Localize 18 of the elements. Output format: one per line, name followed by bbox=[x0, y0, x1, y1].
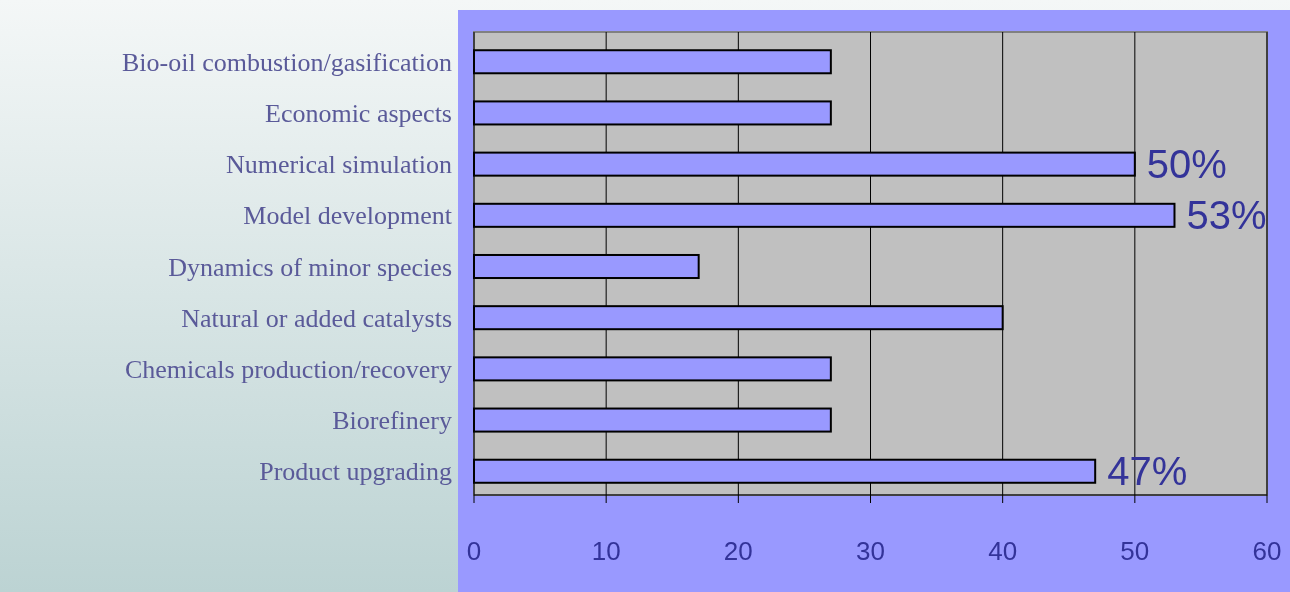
y-tick-label: Biorefinery bbox=[332, 406, 452, 436]
y-tick-label: Chemicals production/recovery bbox=[124, 354, 452, 384]
x-tick-label: 20 bbox=[723, 536, 753, 566]
x-tick-label: 40 bbox=[988, 536, 1018, 566]
y-tick-label: Dynamics of minor species bbox=[168, 252, 452, 282]
y-tick-label: Bio-oil combustion/gasification bbox=[121, 47, 452, 77]
data-label: 53% bbox=[1186, 193, 1267, 238]
y-tick-label: Model development bbox=[243, 201, 453, 231]
y-tick-label: Natural or added catalysts bbox=[181, 303, 452, 333]
y-tick-label: Product upgrading bbox=[259, 457, 452, 487]
x-tick-label: 10 bbox=[591, 536, 621, 566]
x-tick-label: 60 bbox=[1252, 536, 1282, 566]
x-tick-label: 30 bbox=[856, 536, 885, 566]
x-tick-label: 50 bbox=[1120, 536, 1150, 566]
y-tick-label: Economic aspects bbox=[265, 98, 452, 128]
y-tick-label: Numerical simulation bbox=[225, 150, 452, 180]
data-label: 50% bbox=[1146, 142, 1227, 187]
x-tick-label: 0 bbox=[466, 536, 482, 566]
